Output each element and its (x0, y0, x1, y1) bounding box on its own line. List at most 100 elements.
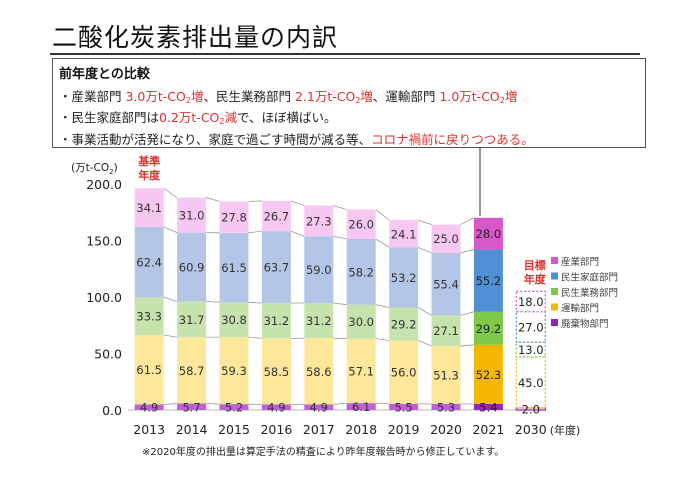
base-year-label: 基準 (137, 154, 160, 168)
series-connector-line (417, 340, 432, 347)
page-title: 二酸化炭素排出量の内訳 (52, 23, 339, 52)
series-connector-line (333, 402, 347, 405)
data-label: 61.5 (221, 261, 247, 275)
data-label: 55.4 (433, 278, 459, 292)
bar-segment (515, 356, 546, 409)
bar-segment (389, 340, 419, 404)
bar-segment (389, 307, 419, 341)
legend-swatch (551, 319, 558, 326)
footnote: ※2020年度の排出量は算定手法の精査により昨年度報告時から修正しています。 (142, 447, 505, 458)
data-label: 5.5 (394, 400, 412, 414)
data-label: 61.5 (136, 363, 162, 377)
x-tick-label: 2013 (133, 422, 165, 437)
base-year-label: 年度 (138, 168, 161, 182)
data-label: 4.9 (310, 401, 328, 415)
legend-swatch (551, 272, 558, 280)
data-label: 5.4 (479, 400, 497, 414)
data-label: 6.1 (352, 400, 370, 414)
legend-swatch (551, 257, 558, 264)
series-connector-line (163, 187, 178, 198)
series-connector-line (333, 205, 347, 210)
bar-segment (134, 404, 164, 410)
series-connector-line (375, 338, 390, 341)
bar-segment (219, 201, 249, 233)
series-connector-line (333, 235, 347, 240)
bar-segment (431, 404, 461, 410)
data-label: 59.3 (221, 364, 247, 378)
data-label: 26.0 (348, 218, 374, 232)
series-connector-line (460, 249, 474, 254)
bar-segment (219, 302, 249, 338)
data-label: 27.3 (306, 214, 332, 228)
bar-segment (261, 303, 291, 339)
data-label: 55.2 (476, 274, 502, 288)
data-label: 5.2 (225, 401, 243, 415)
bar-segment (304, 205, 334, 237)
x-tick-label: 2030 (515, 422, 547, 437)
data-label: 33.3 (136, 310, 162, 324)
bar-segment (134, 226, 164, 298)
bar-segment (346, 338, 376, 404)
target-year-label: 目標 (524, 258, 546, 272)
bar-segment (134, 297, 164, 335)
data-label: 5.3 (437, 401, 455, 415)
bar-segment (177, 197, 207, 233)
data-label: 31.7 (179, 313, 205, 327)
comparison-heading: 前年度との比較 (59, 67, 150, 82)
legend-label: 廃棄物部門 (561, 318, 609, 330)
bar-segment (134, 334, 164, 405)
series-connector-line (248, 336, 262, 339)
comparison-box: 前年度との比較 ・産業部門 3.0万t-CO2増、民生業務部門 2.1万t-CO… (52, 58, 646, 148)
data-label: 4.9 (140, 401, 158, 415)
series-connector-line (417, 307, 432, 316)
data-label: 29.2 (476, 322, 502, 336)
series-connector-line (460, 344, 474, 347)
data-label: 45.0 (518, 376, 544, 390)
bar-segment (261, 404, 291, 410)
data-label: 5.7 (182, 400, 200, 414)
bar-segment (261, 231, 291, 304)
bar-segment (346, 209, 376, 239)
title-divider (50, 53, 640, 55)
x-tick-label: 2018 (345, 422, 377, 437)
bar-segment (389, 247, 419, 308)
legend-label: 民生業務部門 (561, 287, 618, 299)
data-label: 24.1 (391, 227, 417, 241)
x-tick-label: 2017 (303, 422, 335, 437)
data-label: 2.0 (522, 402, 540, 416)
series-connector-line (375, 209, 390, 221)
bar-segment (515, 341, 546, 358)
series-connector-line (375, 402, 390, 405)
data-label: 31.0 (179, 209, 205, 223)
data-label: 31.2 (306, 314, 332, 328)
bar-segment (177, 232, 207, 302)
data-label: 30.8 (221, 313, 247, 327)
series-connector-line (460, 311, 475, 316)
data-label: 58.5 (264, 365, 290, 379)
bar-segment (346, 403, 376, 410)
y-tick-label: 200.0 (86, 177, 122, 192)
x-tick-label: 2019 (388, 422, 420, 437)
bar-segment (515, 311, 546, 343)
data-label: 26.7 (264, 210, 290, 224)
legend-swatch (551, 303, 558, 311)
data-label: 53.2 (391, 271, 417, 285)
data-label: 58.7 (179, 364, 205, 378)
bar-segment (346, 304, 376, 339)
series-connector-line (163, 334, 178, 338)
bar-segment (219, 337, 249, 405)
legend-label: 運輸部門 (561, 303, 599, 315)
series-connector-line (460, 217, 475, 225)
series-connector-line (417, 247, 432, 254)
bar-segment (219, 404, 249, 410)
series-connector-line (290, 200, 305, 206)
data-label: 62.4 (136, 256, 162, 270)
data-label: 30.0 (348, 315, 374, 329)
series-connector-line (417, 219, 432, 225)
bar-segment (261, 200, 291, 232)
y-tick-label: 150.0 (86, 234, 122, 249)
data-label: 27.8 (221, 211, 247, 225)
bar-segment (304, 236, 334, 303)
data-label: 27.1 (433, 324, 459, 338)
